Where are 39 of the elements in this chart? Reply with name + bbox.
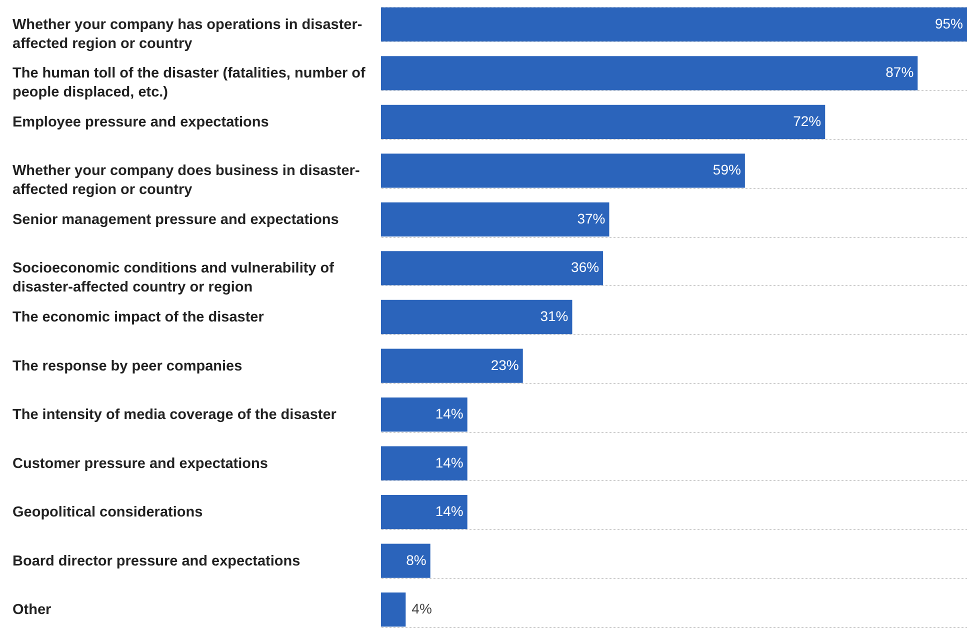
bar: [381, 495, 468, 530]
data-label: 14%: [435, 454, 464, 470]
bar: [381, 300, 572, 334]
data-label: 31%: [540, 308, 568, 324]
data-label: 14%: [435, 503, 464, 520]
bar: [381, 56, 918, 90]
data-label: 4%: [412, 600, 432, 617]
y-tick-label: Senior management pressure and expectations: [12, 212, 339, 228]
bar: [381, 397, 468, 432]
y-tick-label: Socioeconomic conditions and vulnerability of disaster-affected country or region: [12, 260, 334, 296]
y-tick-label: Employee pressure and expectations: [12, 114, 269, 130]
bar: [381, 348, 523, 383]
y-tick-label: Whether your company has operations in disaster-affected region or country: [12, 16, 362, 52]
bar: [381, 154, 745, 188]
data-label: 87%: [886, 64, 914, 80]
bar: [381, 202, 610, 237]
y-tick-label: Other: [12, 602, 52, 618]
bar: [381, 104, 826, 139]
y-tick-label: Customer pressure and expectations: [12, 456, 268, 472]
bar: [381, 251, 604, 286]
bar: [381, 7, 967, 42]
bar: [381, 446, 468, 480]
y-tick-label: The response by peer companies: [12, 358, 242, 374]
data-label: 8%: [406, 552, 426, 568]
data-label: 95%: [934, 15, 963, 32]
y-tick-label: Geopolitical considerations: [12, 504, 203, 521]
bar: [381, 544, 430, 578]
data-label: 14%: [435, 406, 464, 422]
data-label: 36%: [571, 259, 600, 276]
y-tick-label: Board director pressure and expectations: [12, 553, 300, 570]
y-tick-label: The human toll of the disaster (fatalities, number of people displaced, etc.): [12, 66, 366, 101]
data-label: 72%: [793, 112, 822, 129]
y-tick-label: The economic impact of the disaster: [12, 310, 264, 326]
data-label: 37%: [577, 210, 606, 226]
y-tick-label: The intensity of media coverage of the disaster: [12, 407, 337, 424]
y-tick-label: Whether your company does business in disaster-affected region or country: [12, 163, 360, 198]
data-label: 59%: [712, 162, 741, 178]
bar: [381, 592, 406, 627]
data-label: 23%: [490, 356, 519, 373]
